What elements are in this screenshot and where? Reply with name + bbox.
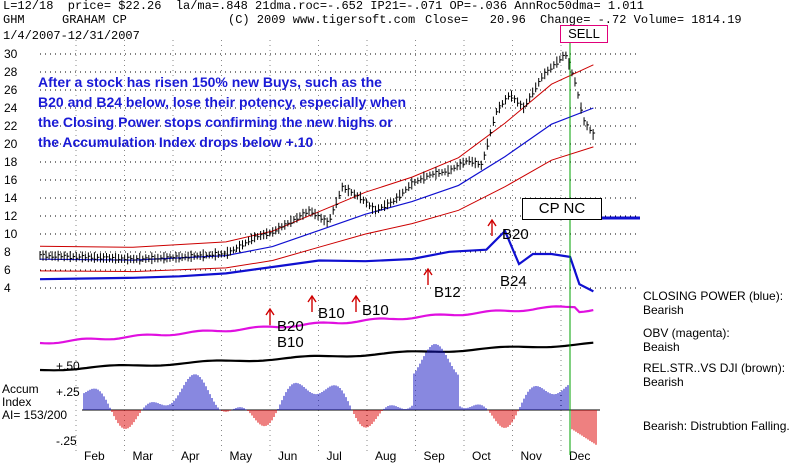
buy-arrow-head (307, 294, 317, 303)
y-tick-label: 4 (4, 281, 11, 295)
closing-power-line (39, 229, 594, 293)
obv-status: Beaish (643, 340, 680, 354)
y-tick-label: 20 (4, 137, 18, 151)
month-label: Aug (375, 449, 396, 463)
y-tick-label: 6 (4, 263, 11, 277)
y-tick-label: 26 (4, 83, 18, 97)
month-label: Jun (278, 449, 297, 463)
copyright: (C) 2009 www.tigersoft.com (228, 13, 416, 27)
distribution-label: Bearish: Distrubtion Falling. (643, 419, 790, 433)
accum-ai: AI= 153/200 (2, 408, 68, 422)
y-tick-label: 18 (4, 155, 18, 169)
relstr-line (39, 341, 594, 372)
relstr-label: REL.STR..VS DJI (brown): (643, 361, 786, 375)
month-label: Oct (472, 449, 491, 463)
date-range: 1/4/2007-12/31/2007 (3, 29, 140, 43)
signal-b20-top: B20 (502, 226, 529, 243)
month-label: Jul (327, 449, 342, 463)
closing-power-label: CLOSING POWER (blue): (643, 289, 784, 303)
buy-arrow-head (265, 307, 275, 316)
accum-level-plus50: +.50 (56, 359, 80, 373)
signal-b20-low: B20 (277, 318, 304, 335)
cp-nc-box: CP NC (522, 198, 602, 220)
y-tick-label: 24 (4, 101, 18, 115)
month-label: Nov (521, 449, 542, 463)
header-line-1: L=12/18 price= $22.26 la/ma=.848 21dma.r… (3, 0, 644, 13)
buy-arrow-head (487, 218, 497, 227)
signal-b12: B12 (434, 284, 461, 301)
analysis-annotation: After a stock has risen 150% new Buys, s… (38, 74, 407, 150)
close-value: Close= 20.96 (425, 13, 526, 27)
month-label: Mar (133, 449, 154, 463)
y-tick-label: 22 (4, 119, 18, 133)
month-label: Dec (569, 449, 590, 463)
upper-band (39, 64, 594, 248)
accum-level-minus25: -.25 (56, 434, 77, 448)
obv-label: OBV (magenta): (643, 326, 730, 340)
y-tick-label: 12 (4, 209, 18, 223)
month-label: Apr (181, 449, 200, 463)
buy-arrow-head (423, 267, 433, 276)
accum-title-1: Accum (2, 382, 39, 396)
y-tick-label: 16 (4, 173, 18, 187)
relstr-status: Bearish (643, 375, 684, 389)
month-label: Sep (424, 449, 446, 463)
y-tick-label: 28 (4, 65, 18, 79)
change-volume: Change= -.72 Volume= 1814.19 (540, 13, 742, 27)
accum-title-2: Index (2, 395, 32, 409)
lower-band (39, 146, 594, 273)
month-label: May (230, 449, 253, 463)
signal-b10-b: B10 (362, 302, 389, 319)
obv-line (39, 305, 594, 345)
signal-b10-a: B10 (318, 305, 345, 322)
y-tick-label: 14 (4, 191, 18, 205)
y-tick-label: 10 (4, 227, 18, 241)
y-tick-label: 8 (4, 245, 11, 259)
closing-power-status: Bearish (643, 303, 684, 317)
accum-level-plus25: +.25 (56, 385, 80, 399)
signal-b10-low: B10 (277, 334, 304, 351)
y-tick-label: 30 (4, 47, 18, 61)
signal-b24: B24 (500, 273, 527, 290)
ticker-label: GHM (3, 13, 25, 27)
company-name: GRAHAM CP (62, 13, 127, 27)
moving-average (39, 107, 594, 261)
sell-signal-box: SELL (560, 25, 608, 43)
month-label: Feb (84, 449, 105, 463)
buy-arrow-head (351, 294, 361, 303)
